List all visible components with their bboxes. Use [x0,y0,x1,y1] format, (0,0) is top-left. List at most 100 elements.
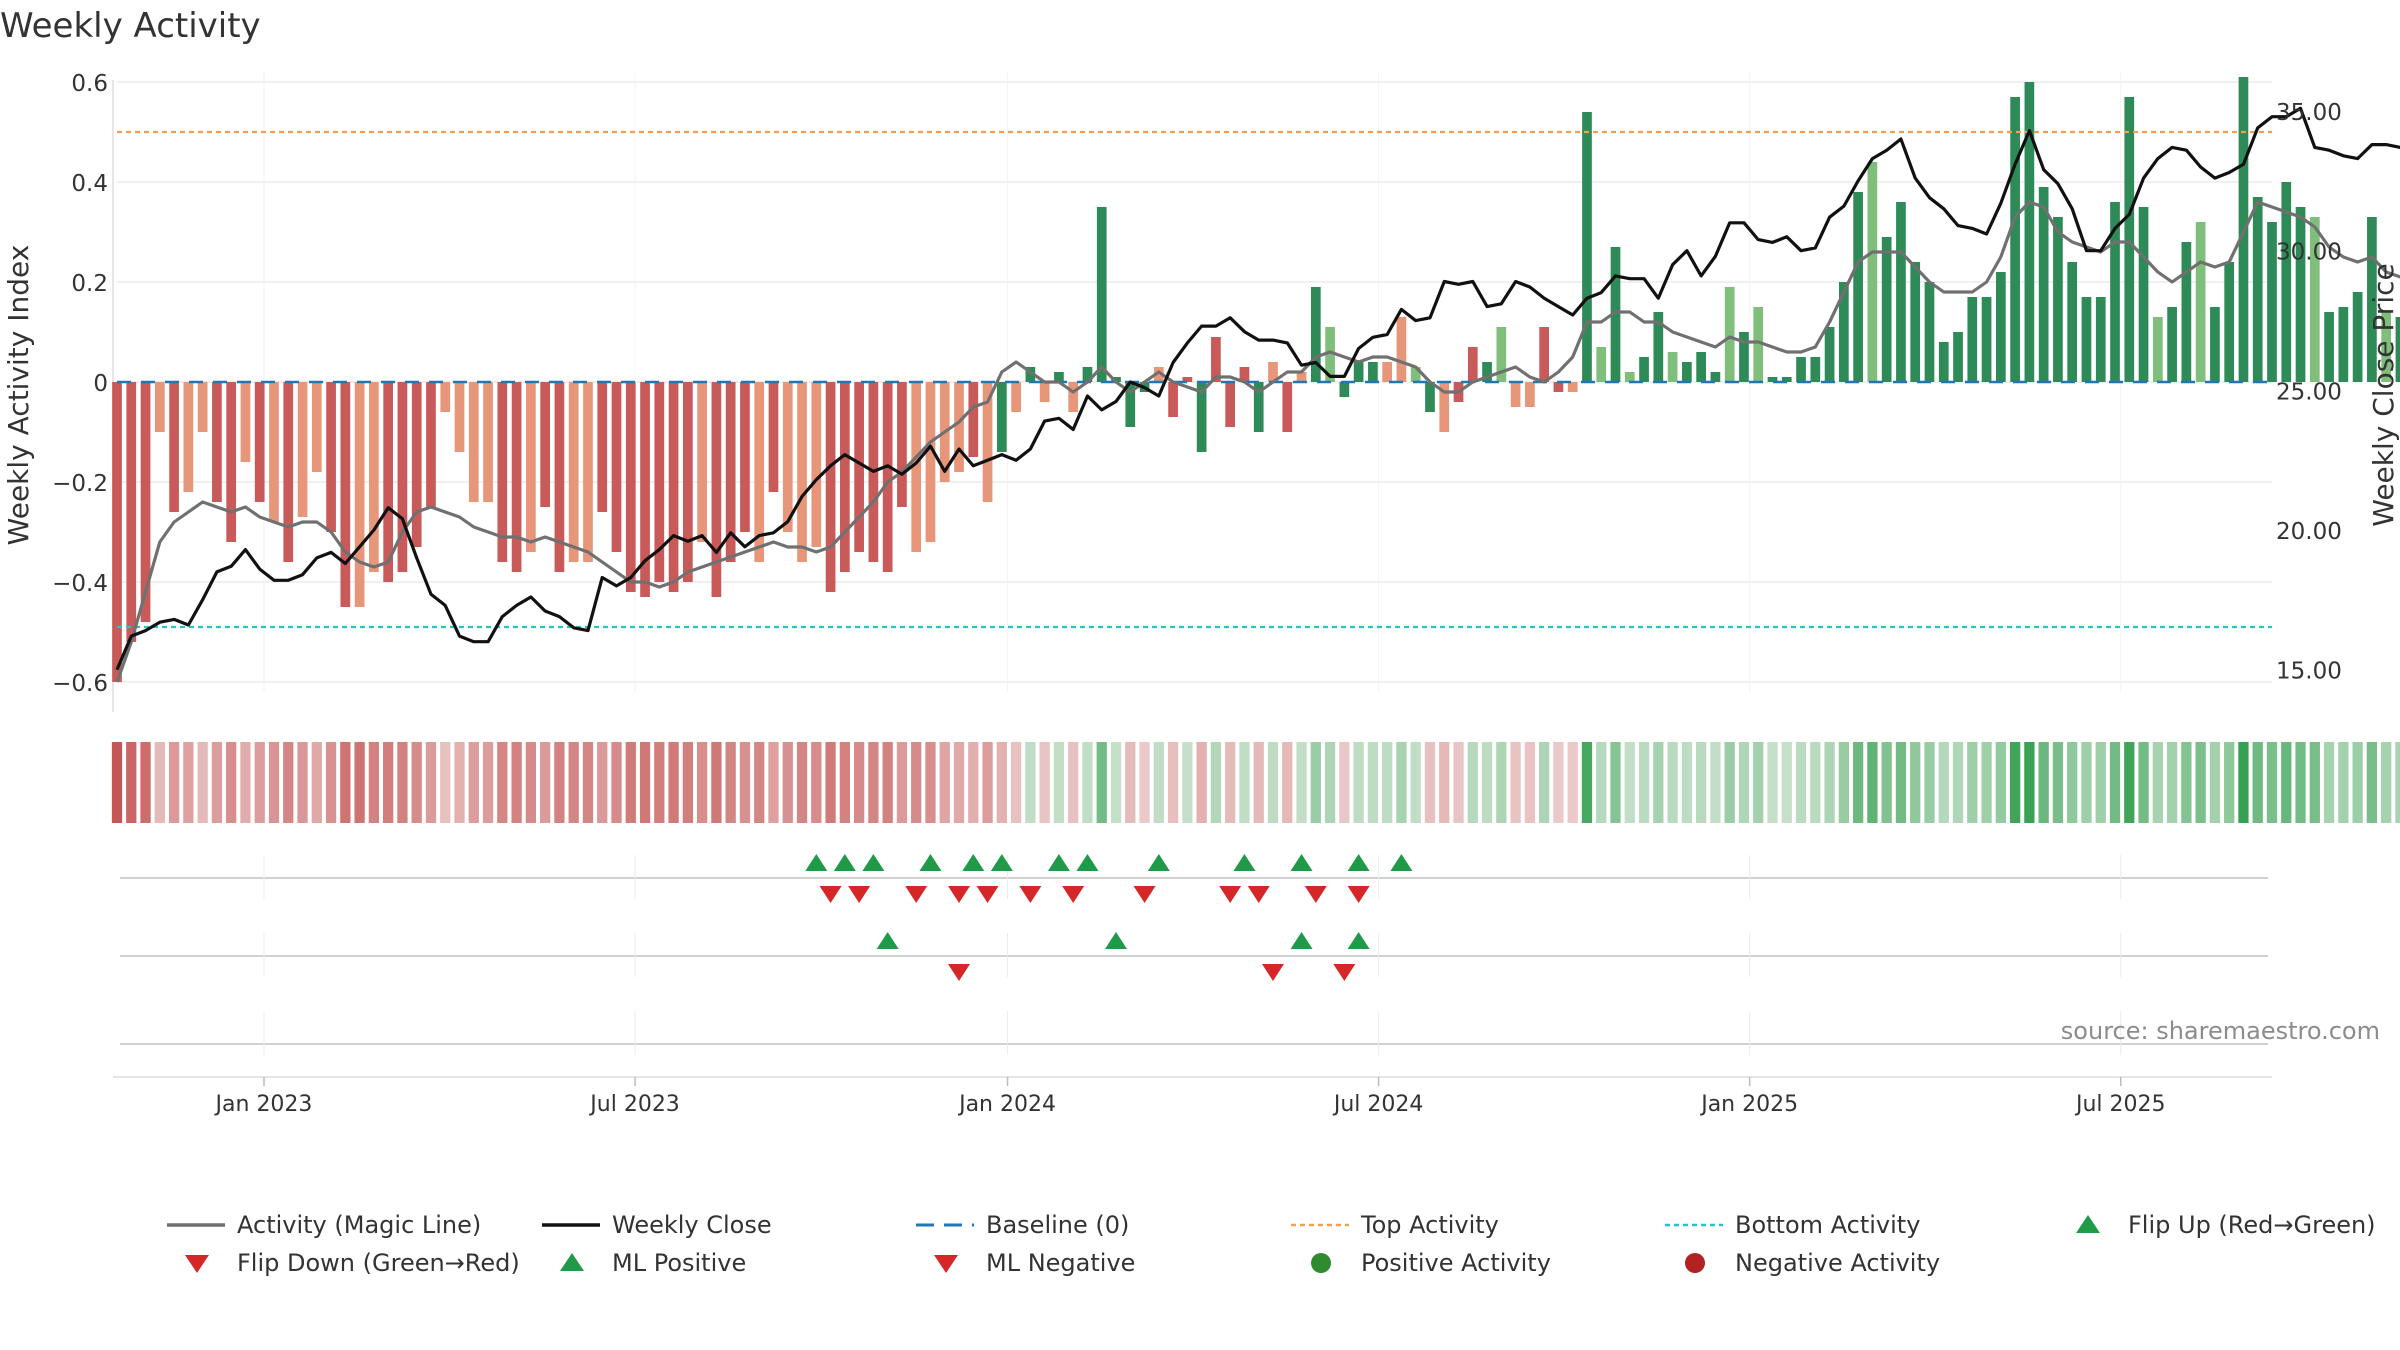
activity-bar [2124,97,2135,382]
y-tick-label-left: 0 [93,371,108,397]
heat-cell [1567,742,1578,823]
activity-bar [811,382,822,547]
heat-cell [882,742,893,823]
heat-cell [397,742,408,823]
activity-bar [426,382,436,507]
heat-cell [111,742,123,823]
flip-down-marker [1062,886,1085,903]
heat-cell [825,742,836,823]
heat-cell [1867,742,1878,823]
activity-bar [1624,372,1635,382]
activity-bar [1182,377,1193,382]
y-tick-label-left: 0.6 [71,71,108,97]
activity-bar [1839,282,1849,382]
heat-cell [1539,742,1550,823]
heat-cell [1553,742,1564,823]
y-tick-label-left: −0.2 [52,471,108,497]
activity-bar [454,382,465,452]
activity-bar [169,382,179,512]
activity-bar [2195,222,2206,382]
activity-bar [354,382,365,607]
heat-cell [1410,742,1421,823]
activity-bar [112,382,122,682]
heat-cell [1125,742,1136,823]
heat-cell [368,742,380,823]
activity-bar [1325,327,1335,382]
activity-bar [1025,367,1036,382]
flip-down-marker [905,886,928,903]
heat-cell [1795,742,1807,823]
activity-bar [326,382,336,532]
heat-cell [1210,742,1222,823]
heat-cell [754,742,765,823]
flip-down-marker [1133,886,1156,903]
heat-cell [1781,742,1792,823]
x-axis-ticks: Jan 2023 Jul 2023 Jan 2024 Jul 2024 Jan 2025… [113,1076,2272,1117]
flip-down-marker [1219,886,1242,903]
activity-bar [554,382,565,572]
heat-cell [853,742,865,823]
gridlines [112,72,2272,712]
flip-up-marker [1290,854,1313,871]
activity-bar [1938,342,1949,382]
heat-cell [1610,742,1621,823]
activity-bar [2367,217,2377,382]
activity-bar [768,382,779,492]
activity-bar [2024,82,2035,382]
heat-cell [154,742,165,823]
flip-up-marker [1076,854,1099,871]
activity-bar [1096,207,1107,382]
activity-bar [954,382,964,472]
heat-cell [2295,742,2306,823]
activity-bar [2281,182,2292,382]
x-tick-label: Jan 2023 [214,1092,313,1117]
activity-bar [1710,372,1721,382]
flip-down-marker [1261,964,1284,981]
activity-bar [2167,307,2177,382]
activity-bar [1981,297,1992,382]
heat-cell [782,742,793,823]
flip-up-marker [1047,854,1070,871]
y-tick-label-right: 20.00 [2276,519,2342,545]
activity-bar [2181,242,2192,382]
heat-cell [340,742,351,823]
heat-cell [1239,742,1250,823]
heat-cell [1881,742,1892,823]
heat-cell [1253,742,1264,823]
heat-cell [1938,742,1949,823]
activity-bar [1867,162,1878,382]
activity-bar [1767,377,1778,382]
activity-bar [1953,332,1963,382]
activity-bar [440,382,451,412]
heat-cell [625,742,636,823]
activity-bar [140,382,151,622]
y-tick-label-left: −0.6 [52,671,108,697]
heat-cell [1310,742,1321,823]
heat-cell [540,742,551,823]
activity-bar [1410,367,1421,382]
activity-bar [1268,362,1278,382]
activity-bar [683,382,693,582]
heat-cell [1496,742,1507,823]
signal-marker-rows [120,854,2268,1055]
flip-down-marker [1247,886,1270,903]
heat-cell [1924,742,1935,823]
flip-up-marker [1347,932,1370,949]
activity-bar [1995,272,2006,382]
heat-cell [525,742,537,823]
activity-bar [1396,317,1407,382]
flip-up-marker [1233,854,1256,871]
activity-bar [754,382,765,562]
activity-bar [1796,357,1806,382]
activity-bar [2338,307,2349,382]
flip-up-marker [1290,932,1313,949]
heat-cell [1910,742,1921,823]
heat-cell [140,742,151,823]
legend: Activity (Magic Line) Weekly Close Baselin… [167,1211,2376,1277]
heat-cell [1696,742,1707,823]
activity-bar [625,382,636,592]
reference-lines [117,130,2272,629]
activity-bar [1039,382,1050,402]
activity-bar [1639,357,1649,382]
activity-bar [597,382,608,512]
